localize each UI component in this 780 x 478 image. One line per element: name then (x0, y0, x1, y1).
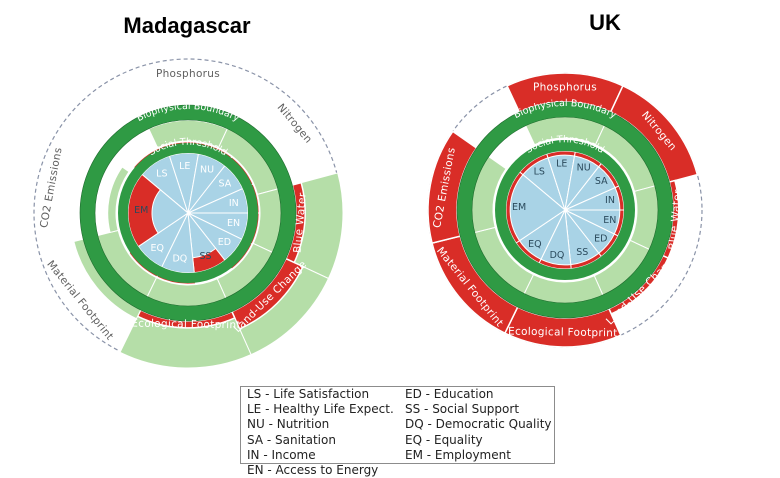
social-threshold-ring (118, 143, 258, 283)
legend-item: EM - Employment (405, 447, 511, 462)
social-label-dq: DQ (550, 250, 565, 261)
social-label-in: IN (605, 195, 615, 206)
biophysical-boundary-ring (80, 105, 296, 321)
social-label-ls: LS (534, 166, 545, 177)
biophysical-boundary-ring (457, 102, 673, 318)
social-label-ls: LS (156, 169, 167, 180)
biophysical-label-blue-water: Blue Water (667, 189, 684, 251)
legend-item: IN - Income (247, 447, 316, 462)
biophysical-label-nitrogen: Nitrogen (275, 102, 315, 146)
social-label-nu: NU (577, 162, 591, 173)
social-label-le: LE (179, 161, 190, 172)
legend: LS - Life Satisfaction LE - Healthy Life … (240, 386, 555, 477)
doughnut-madagascar: LS LE NU SA IN EN ED SS DQ EQ EM (33, 58, 344, 369)
biophysical-label-co2-emissions: CO2 Emissions (38, 146, 65, 229)
biophysical-label-ecological-footprint: Ecological Footprint (131, 317, 241, 331)
biophysical-label-blue-water: Blue Water (292, 192, 309, 254)
legend-item: SS - Social Support (405, 402, 520, 417)
legend-item: SA - Sanitation (247, 432, 336, 447)
social-label-ed: ED (594, 233, 607, 244)
social-label-dq: DQ (172, 254, 187, 265)
biophysical-sector-green (107, 166, 130, 234)
legend-item: LE - Healthy Life Expect. (247, 402, 394, 417)
legend-item: NU - Nutrition (247, 417, 330, 432)
social-label-eq: EQ (528, 239, 541, 250)
legend-item: EQ - Equality (405, 432, 483, 447)
chart-title-madagascar: Madagascar (123, 13, 251, 38)
legend-column-left: LS - Life Satisfaction LE - Healthy Life … (247, 387, 394, 478)
social-label-eq: EQ (151, 243, 164, 254)
social-label-ss: SS (200, 251, 212, 262)
social-label-in: IN (229, 198, 239, 209)
legend-column-right: ED - Education SS - Social Support DQ - De… (405, 387, 552, 463)
social-label-sa: SA (219, 179, 232, 190)
social-label-ss: SS (576, 247, 588, 258)
social-label-le: LE (556, 159, 567, 170)
legend-item: ED - Education (405, 387, 494, 401)
social-label-ed: ED (218, 237, 231, 248)
social-threshold-ring (495, 140, 635, 280)
social-label-sa: SA (595, 176, 608, 187)
chart-title-uk: UK (589, 10, 621, 35)
social-label-nu: NU (200, 165, 214, 176)
social-label-en: EN (227, 218, 240, 229)
social-achieved-em (509, 174, 566, 242)
doughnut-uk: LS LE NU SA IN EN ED SS DQ EQ EM (427, 72, 703, 348)
biophysical-label-ecological-footprint: Ecological Footprint (508, 326, 618, 340)
legend-item: DQ - Democratic Quality (405, 417, 552, 432)
biophysical-label-phosphorus: Phosphorus (156, 68, 220, 80)
social-label-em: EM (134, 205, 148, 216)
social-label-en: EN (603, 215, 616, 226)
social-label-em: EM (512, 202, 526, 213)
social-achieved-em (151, 189, 189, 234)
legend-item: LS - Life Satisfaction (247, 387, 370, 401)
biophysical-label-phosphorus: Phosphorus (533, 82, 597, 94)
